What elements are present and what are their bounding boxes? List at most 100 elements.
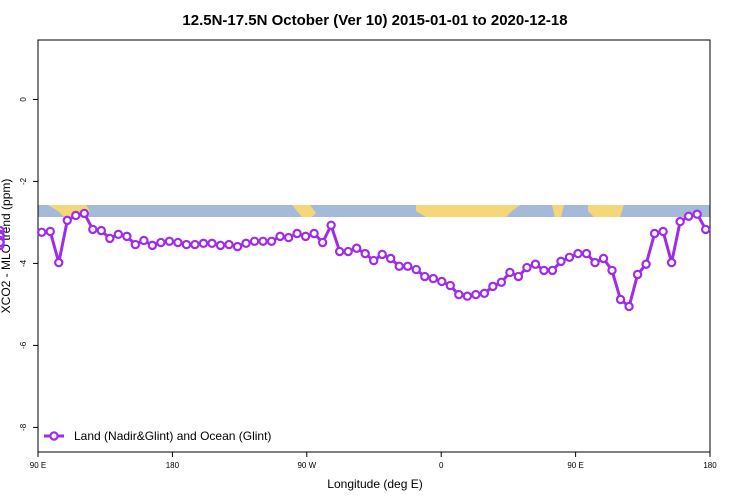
point — [428, 273, 438, 284]
point — [556, 256, 566, 267]
x-tick-label: 0 — [439, 461, 444, 470]
point — [96, 225, 107, 236]
point — [581, 248, 592, 259]
point — [275, 231, 285, 242]
point — [462, 291, 473, 301]
point — [386, 253, 396, 264]
point — [249, 236, 260, 246]
point — [513, 271, 524, 282]
point — [488, 281, 498, 292]
point — [190, 239, 200, 250]
point — [334, 246, 345, 257]
plot-frame — [37, 39, 711, 453]
point — [113, 229, 124, 240]
x-tick-label: 90 W — [297, 461, 316, 470]
point — [683, 211, 694, 221]
legend-label: Land (Nadir&Glint) and Ocean (Glint) — [74, 429, 271, 443]
point — [411, 264, 421, 275]
point — [454, 289, 464, 300]
point — [360, 248, 370, 259]
point — [505, 267, 515, 278]
land-patch — [48, 205, 624, 217]
point — [224, 239, 234, 250]
point — [369, 255, 379, 266]
point — [420, 271, 430, 282]
x-tick-label: 90 E — [30, 461, 46, 470]
y-tick-label: -6 — [19, 341, 28, 349]
x-tick-label: 180 — [703, 461, 717, 470]
point — [215, 240, 226, 251]
chart-title: 12.5N-17.5N October (Ver 10) 2015-01-01 … — [182, 12, 567, 29]
point — [198, 238, 209, 249]
point — [479, 288, 490, 299]
point — [547, 265, 558, 276]
point — [130, 239, 141, 250]
point — [471, 289, 481, 300]
point — [139, 235, 149, 246]
y-axis-label: XCO2 - MLO trend (ppm) — [0, 179, 13, 314]
point — [496, 277, 507, 287]
point — [37, 227, 47, 237]
point — [598, 253, 609, 264]
point — [615, 294, 626, 305]
point — [62, 215, 72, 226]
point — [317, 237, 328, 248]
point — [232, 241, 243, 252]
point — [300, 231, 311, 242]
point — [258, 236, 268, 246]
point — [326, 220, 336, 230]
point — [343, 246, 353, 257]
point — [0, 237, 5, 248]
point — [207, 238, 217, 249]
point — [624, 301, 634, 312]
point — [164, 236, 175, 246]
point — [573, 248, 583, 259]
point — [641, 259, 651, 269]
point — [351, 243, 362, 253]
point — [530, 259, 541, 269]
point — [692, 209, 702, 219]
y-tick-label: 0 — [19, 97, 28, 102]
y-tick-label: -2 — [19, 177, 28, 185]
point — [394, 261, 404, 271]
point — [309, 228, 319, 239]
ocean-band — [38, 205, 710, 217]
point — [105, 233, 115, 244]
land-ocean-band — [38, 205, 710, 217]
point — [590, 257, 600, 268]
x-tick-label: 180 — [166, 461, 180, 470]
point — [241, 238, 251, 249]
point — [45, 226, 55, 237]
point — [173, 237, 183, 248]
point — [71, 210, 81, 221]
point — [522, 262, 532, 273]
point — [539, 265, 549, 276]
x-tick-label: 90 E — [567, 461, 583, 470]
point — [283, 232, 294, 243]
point — [377, 249, 387, 260]
point — [147, 240, 158, 251]
point — [292, 228, 302, 239]
point — [122, 231, 132, 242]
point — [675, 216, 685, 227]
point — [181, 239, 192, 250]
point — [632, 269, 643, 280]
point — [607, 265, 617, 276]
point — [266, 236, 277, 246]
point — [403, 261, 413, 271]
legend-marker — [49, 431, 59, 441]
point — [79, 208, 89, 219]
point — [54, 257, 64, 268]
point — [700, 224, 711, 235]
point — [658, 226, 668, 237]
y-tick-label: -8 — [19, 423, 28, 431]
point — [437, 276, 447, 287]
x-axis-label: Longitude (deg E) — [327, 477, 422, 491]
point — [88, 224, 98, 235]
point — [156, 237, 166, 248]
point — [564, 252, 575, 262]
point — [445, 280, 456, 291]
point — [666, 257, 677, 268]
point — [649, 228, 660, 239]
